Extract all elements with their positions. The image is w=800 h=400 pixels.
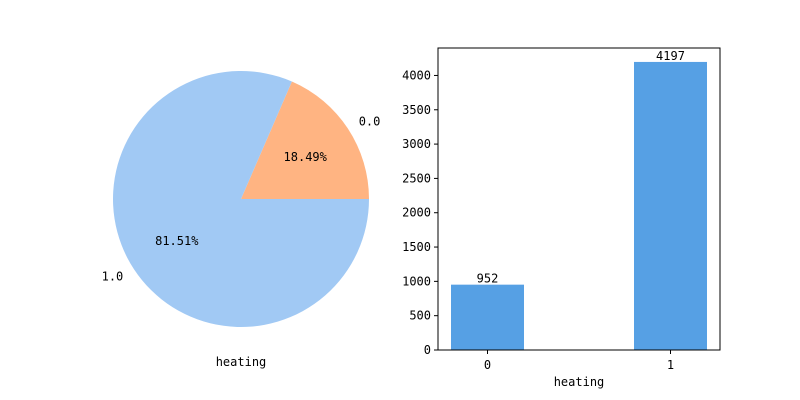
pie-slice-label: 0.0 xyxy=(359,115,381,129)
x-tick-label: 1 xyxy=(667,358,674,372)
y-tick-label: 3000 xyxy=(402,137,431,151)
y-tick-label: 1000 xyxy=(402,274,431,288)
pie-chart: 0.0 18.49% 1.0 81.51% heating xyxy=(102,70,381,369)
y-tick-label: 1500 xyxy=(402,240,431,254)
bar-value-label: 4197 xyxy=(656,49,685,63)
y-tick-label: 2500 xyxy=(402,171,431,185)
pie-percent-label: 18.49% xyxy=(284,150,328,164)
y-tick-label: 2000 xyxy=(402,206,431,220)
bar xyxy=(634,61,707,351)
pie-slice xyxy=(112,70,369,327)
pie-slice-label: 1.0 xyxy=(102,269,124,283)
pie-percent-label: 81.51% xyxy=(155,234,199,248)
y-tick-label: 500 xyxy=(409,309,431,323)
x-tick-label: 0 xyxy=(484,358,491,372)
y-tick-label: 0 xyxy=(424,343,431,357)
bar xyxy=(451,284,524,350)
bar-xlabel: heating xyxy=(554,375,605,389)
pie-slice xyxy=(241,81,369,199)
plot-frame xyxy=(437,47,721,351)
y-tick-label: 4000 xyxy=(402,68,431,82)
bar-value-label: 952 xyxy=(477,272,499,286)
pie-xlabel: heating xyxy=(216,355,267,369)
y-tick-label: 3500 xyxy=(402,103,431,117)
